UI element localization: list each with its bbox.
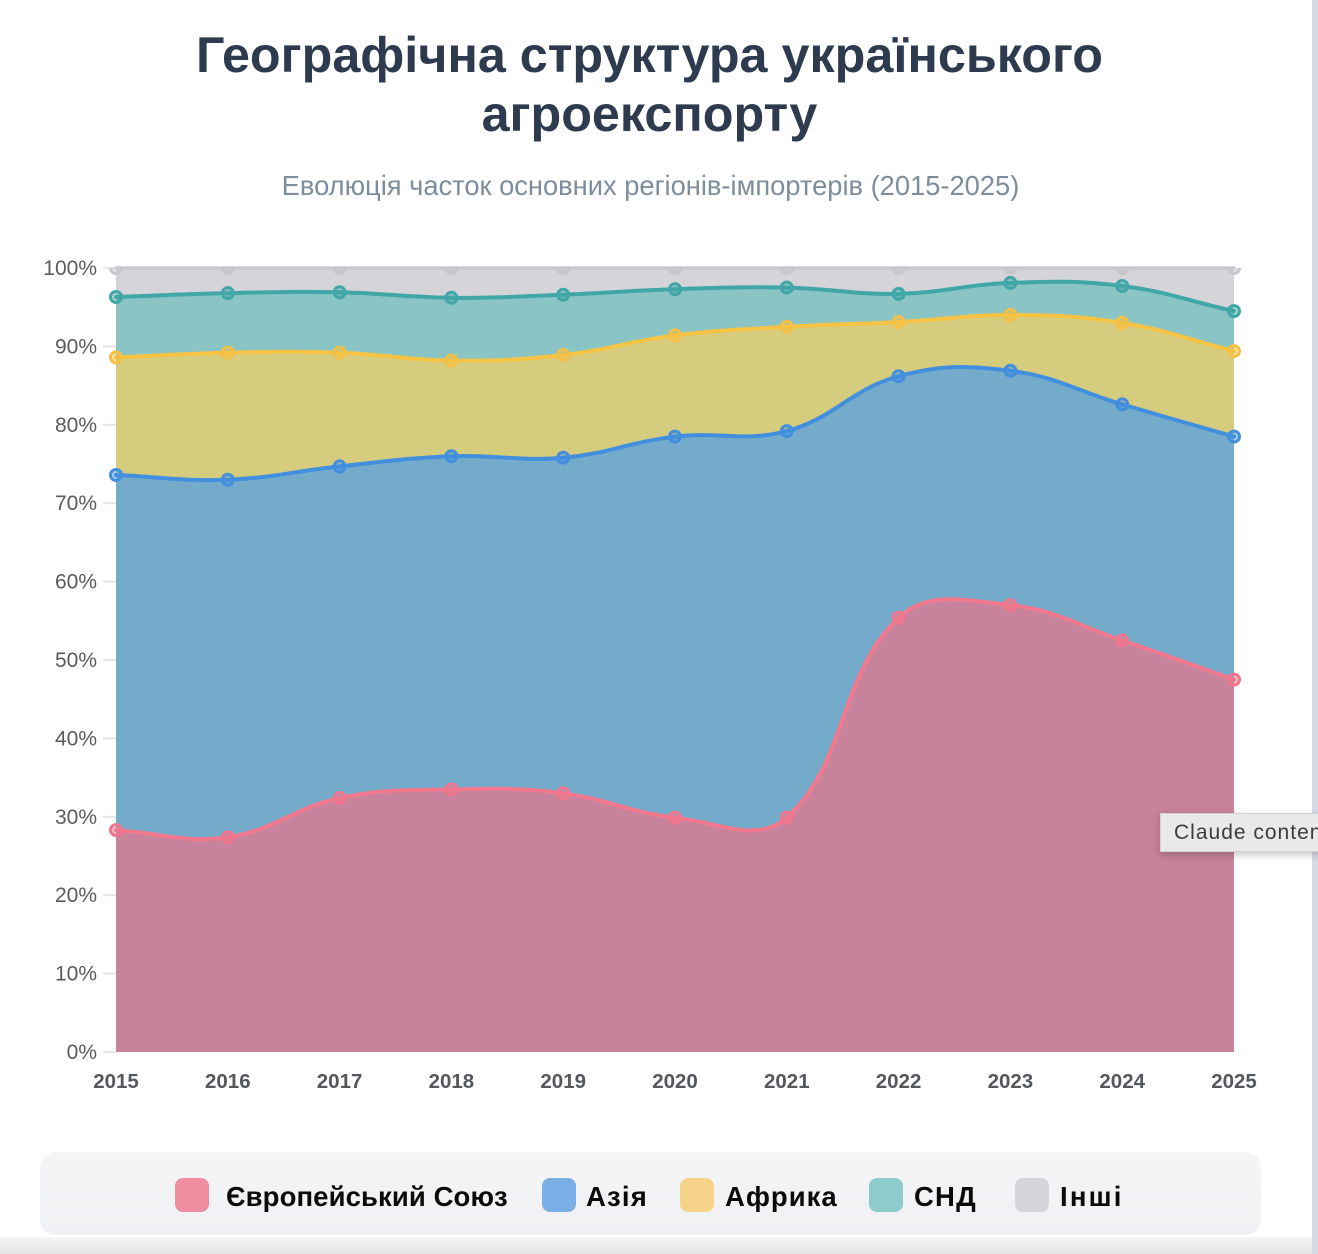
svg-text:2017: 2017	[317, 1070, 363, 1093]
svg-text:40%: 40%	[55, 727, 97, 750]
svg-text:2025: 2025	[1211, 1070, 1257, 1093]
svg-text:2015: 2015	[93, 1070, 139, 1093]
svg-text:70%: 70%	[55, 492, 97, 515]
svg-text:2021: 2021	[764, 1070, 810, 1093]
svg-text:20%: 20%	[55, 884, 97, 907]
svg-text:100%: 100%	[43, 257, 97, 280]
svg-text:60%: 60%	[55, 571, 97, 594]
svg-text:50%: 50%	[55, 649, 97, 672]
svg-text:80%: 80%	[55, 414, 97, 437]
svg-text:2016: 2016	[205, 1070, 251, 1093]
svg-text:2018: 2018	[429, 1070, 475, 1093]
svg-text:2023: 2023	[988, 1070, 1034, 1093]
svg-text:0%: 0%	[67, 1041, 97, 1064]
svg-text:2019: 2019	[540, 1070, 586, 1093]
svg-text:2020: 2020	[652, 1070, 698, 1093]
svg-text:90%: 90%	[55, 335, 97, 358]
svg-text:2024: 2024	[1099, 1070, 1145, 1093]
svg-text:2022: 2022	[876, 1070, 922, 1093]
svg-text:30%: 30%	[55, 806, 97, 829]
svg-text:10%: 10%	[55, 963, 97, 986]
